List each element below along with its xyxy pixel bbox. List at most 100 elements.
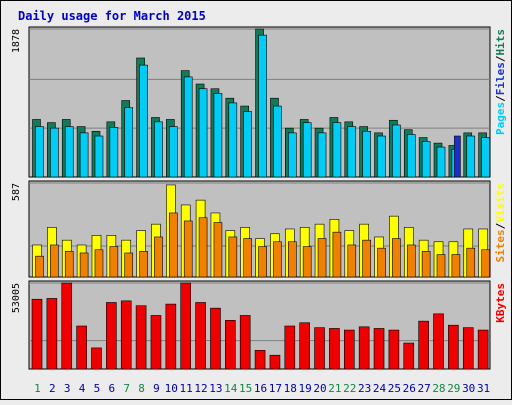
bar-sites-day-2	[50, 244, 59, 278]
bar-files-day-2	[50, 127, 59, 178]
x-tick-label-day-20: 20	[313, 382, 326, 395]
x-tick-label-day-16: 16	[254, 382, 267, 395]
bar-files-day-7	[124, 107, 134, 178]
bar-sites-day-14	[228, 236, 238, 278]
bar-kbytes-day-17	[269, 354, 281, 370]
x-tick-label-day-28: 28	[432, 382, 445, 395]
bar-sites-day-12	[198, 217, 208, 278]
bar-sites-day-28	[436, 254, 446, 278]
bar-sites-day-18	[288, 241, 297, 278]
bar-sites-day-26	[406, 244, 416, 278]
x-tick-label-day-13: 13	[209, 382, 222, 395]
bar-kbytes-day-26	[403, 342, 415, 370]
bar-files-day-27	[421, 141, 431, 178]
bar-files-day-14	[228, 102, 238, 178]
bar-sites-day-25	[392, 238, 401, 278]
x-tick-label-day-25: 25	[388, 382, 401, 395]
bar-sites-day-3	[64, 251, 74, 278]
bar-files-day-9	[154, 121, 163, 178]
x-tick-label-day-8: 8	[138, 382, 145, 395]
bar-sites-day-21	[332, 231, 342, 278]
bar-sites-day-6	[109, 246, 119, 278]
bar-files-day-21	[332, 122, 342, 178]
legend-entry-visits: Visits	[494, 183, 507, 223]
x-tick-label-day-1: 1	[34, 382, 41, 395]
bar-kbytes-day-5	[91, 347, 102, 370]
bar-sites-day-31	[481, 249, 490, 278]
x-tick-label-day-12: 12	[194, 382, 207, 395]
bar-sites-day-23	[362, 239, 371, 278]
bar-kbytes-day-24	[373, 328, 385, 370]
x-tick-label-day-7: 7	[123, 382, 130, 395]
bar-files-day-24	[377, 135, 386, 178]
bar-sites-day-7	[124, 252, 134, 278]
x-tick-label-day-14: 14	[224, 382, 238, 395]
bar-sites-day-22	[347, 244, 357, 278]
bar-kbytes-day-23	[358, 326, 370, 370]
bar-kbytes-day-28	[433, 313, 444, 370]
x-tick-label-day-2: 2	[49, 382, 56, 395]
bar-kbytes-day-14	[225, 320, 236, 370]
bar-sites-day-11	[183, 220, 193, 278]
x-tick-label-day-24: 24	[373, 382, 387, 395]
x-tick-label-day-19: 19	[298, 382, 311, 395]
x-tick-label-day-3: 3	[64, 382, 71, 395]
panel-hits: 1878 Pages/Files/Hits	[11, 26, 507, 178]
bar-files-day-17	[273, 105, 282, 178]
bar-kbytes-day-27	[418, 320, 429, 370]
bar-sites-day-4	[79, 252, 89, 278]
bar-kbytes-day-7	[120, 300, 132, 370]
bar-kbytes-day-15	[239, 315, 251, 370]
bar-kbytes-day-6	[106, 302, 117, 370]
panel-hits-ymax-label: 1878	[11, 29, 22, 53]
bar-files-day-20	[317, 132, 327, 178]
bar-sites-day-16	[258, 246, 267, 278]
panel-visits-legend: Sites/Visits	[494, 183, 507, 263]
bar-kbytes-day-3	[61, 282, 73, 370]
x-tick-label-day-29: 29	[447, 382, 460, 395]
bar-kbytes-day-16	[254, 350, 266, 370]
bar-files-day-4	[79, 132, 89, 178]
bar-files-day-16	[258, 34, 267, 178]
panel-kbytes-ymax-label: 53005	[11, 283, 22, 313]
bar-files-day-31	[481, 137, 490, 178]
bar-files-day-15	[243, 111, 252, 178]
bar-files-day-11	[183, 76, 193, 178]
chart-title: Daily usage for March 2015	[18, 9, 206, 23]
x-tick-label-day-10: 10	[165, 382, 178, 395]
panel-visits-ymax-label: 587	[11, 183, 22, 201]
bar-kbytes-day-4	[76, 325, 87, 370]
bar-kbytes-day-20	[314, 327, 325, 370]
bar-files-day-23	[362, 130, 371, 178]
bar-kbytes-day-11	[180, 282, 192, 370]
bar-files-day-25	[392, 124, 401, 178]
panel-hits-legend: Pages/Files/Hits	[494, 29, 507, 135]
bar-sites-day-15	[243, 238, 252, 278]
bar-kbytes-day-2	[46, 298, 58, 370]
bar-kbytes-day-19	[299, 322, 310, 370]
x-tick-label-day-4: 4	[79, 382, 86, 395]
bar-sites-day-30	[466, 247, 476, 278]
legend-entry-pages: Pages	[494, 102, 507, 135]
x-tick-label-day-26: 26	[403, 382, 416, 395]
x-tick-label-day-18: 18	[284, 382, 297, 395]
bar-kbytes-day-8	[135, 305, 147, 370]
x-tick-label-day-21: 21	[328, 382, 341, 395]
bar-sites-day-10	[169, 212, 178, 278]
bar-files-day-30	[466, 135, 476, 178]
bar-kbytes-day-13	[210, 307, 221, 370]
panel-visits: 587 Sites/Visits	[11, 180, 507, 278]
bar-sites-day-17	[273, 241, 282, 278]
bar-files-day-10	[169, 126, 178, 178]
bar-kbytes-day-9	[150, 315, 162, 370]
x-tick-label-day-22: 22	[343, 382, 356, 395]
bar-sites-day-13	[213, 222, 223, 278]
legend-entry-files: Files	[494, 62, 507, 95]
bar-sites-day-29	[451, 254, 461, 278]
bar-sites-day-27	[421, 251, 431, 278]
panels-layer: 1878 Pages/Files/Hits 587 Sites/Visits 53005…	[11, 26, 507, 370]
bar-kbytes-day-18	[284, 325, 296, 370]
bar-sites-day-5	[94, 249, 104, 278]
